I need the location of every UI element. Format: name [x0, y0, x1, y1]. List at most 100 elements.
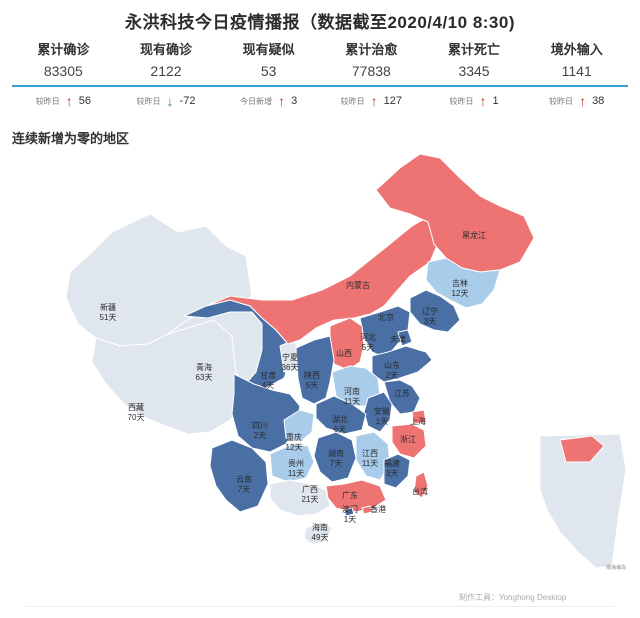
region-name-label: 广西	[302, 484, 318, 494]
change-deaths: 较昨日 ↑ 1	[423, 92, 526, 110]
map-region[interactable]	[413, 471, 429, 499]
change-value: 1	[492, 95, 499, 107]
change-current-confirmed: 较昨日 ↓ -72	[115, 92, 218, 110]
change-value: 56	[78, 95, 91, 107]
stat-label: 现有疑似	[242, 42, 295, 57]
footer-divider	[26, 606, 614, 607]
stat-value: 53	[260, 63, 277, 79]
region-name-label: 四川	[252, 421, 268, 430]
map-region[interactable]	[343, 507, 355, 517]
region-name-label: 贵州	[288, 458, 304, 468]
region-days-label: 11天	[344, 397, 360, 406]
region-name-label: 重庆	[286, 432, 302, 442]
south-china-sea-note: 南海诸岛	[606, 565, 627, 571]
map-region[interactable]	[411, 409, 427, 425]
region-name-label: 河北	[360, 332, 376, 342]
map-region[interactable]	[231, 373, 301, 453]
map-region[interactable]	[269, 443, 315, 483]
stat-label: 累计治愈	[345, 42, 398, 57]
change-label: 较昨日	[136, 96, 161, 106]
stat-cumulative-confirmed: 累计确诊 83305	[12, 40, 115, 86]
region-name-label: 吉林	[452, 278, 468, 288]
region-name-label: 新疆	[100, 302, 116, 312]
region-name-label: 辽宁	[422, 306, 438, 316]
stat-suspected: 现有疑似 53	[217, 40, 320, 86]
change-cured: 较昨日 ↑ 127	[320, 92, 423, 110]
region-name-label: 浙江	[400, 434, 416, 444]
change-label: 较昨日	[549, 96, 574, 106]
region-days-label: 3天	[386, 469, 398, 478]
stat-value: 2122	[150, 63, 182, 79]
changes-row: 较昨日 ↑ 56 较昨日 ↓ -72 今日新增 ↑ 3 较昨日 ↑ 127 较昨…	[12, 92, 628, 110]
region-days-label: 49天	[312, 533, 329, 542]
stat-value: 1141	[561, 63, 592, 79]
map-region[interactable]	[205, 215, 441, 345]
region-name-label: 北京	[378, 312, 394, 322]
change-value: 38	[592, 95, 605, 107]
map-region[interactable]	[303, 521, 333, 545]
footer-credit: 制作工具：Yonghong Desktop	[459, 593, 567, 602]
map-region[interactable]	[409, 289, 461, 333]
region-name-label: 山西	[336, 348, 352, 358]
region-name-label: 上海	[410, 416, 426, 426]
region-name-label: 青海	[196, 362, 212, 372]
stat-label: 累计确诊	[37, 42, 90, 57]
map-region[interactable]	[315, 395, 367, 435]
map-region[interactable]	[325, 479, 387, 513]
map-region[interactable]	[425, 257, 501, 309]
map-region[interactable]	[361, 505, 373, 515]
region-name-label: 福建	[384, 458, 400, 468]
stat-value: 83305	[43, 63, 83, 79]
region-days-label: 70天	[128, 413, 145, 422]
map-region[interactable]	[209, 439, 269, 513]
region-name-label: 澳门	[342, 504, 358, 514]
map-region[interactable]	[313, 431, 357, 483]
region-name-label: 湖南	[328, 448, 344, 458]
region-name-label: 宁夏	[282, 352, 298, 362]
map-region[interactable]	[375, 153, 535, 273]
arrow-up-icon: ↑	[278, 93, 286, 109]
region-days-label: 7天	[238, 485, 250, 494]
change-label: 今日新增	[240, 96, 273, 106]
region-days-label: 2天	[386, 371, 398, 380]
stats-divider	[12, 85, 628, 87]
page-title: 永洪科技今日疫情播报（数据截至2020/4/10 8:30)	[124, 13, 516, 32]
region-days-label: 12天	[286, 443, 303, 452]
map-region[interactable]	[269, 479, 331, 517]
region-name-label: 黑龙江	[462, 230, 486, 240]
stat-label: 境外输入	[550, 42, 603, 57]
region-name-label: 甘肃	[260, 370, 276, 380]
region-name-label: 台湾	[412, 486, 428, 496]
map-region[interactable]	[397, 329, 413, 347]
region-days-label: 2天	[254, 431, 266, 440]
change-cumulative-confirmed: 较昨日 ↑ 56	[12, 92, 115, 110]
region-days-label: 1天	[344, 515, 356, 524]
map-region[interactable]	[295, 335, 335, 405]
region-name-label: 天津	[390, 334, 406, 344]
region-name-label: 江西	[362, 449, 378, 458]
region-days-label: 12天	[452, 289, 469, 298]
stat-cured: 累计治愈 77838	[320, 40, 423, 86]
region-name-label: 陕西	[304, 370, 320, 380]
region-days-label: 11天	[288, 469, 304, 478]
arrow-up-icon: ↑	[370, 93, 378, 109]
region-name-label: 山东	[384, 360, 400, 370]
region-days-label: 5天	[306, 381, 318, 390]
map-region[interactable]	[383, 453, 411, 489]
map-region[interactable]	[391, 423, 427, 459]
change-suspected: 今日新增 ↑ 3	[217, 92, 320, 110]
arrow-down-icon: ↓	[166, 93, 174, 109]
region-name-label: 西藏	[128, 402, 144, 412]
region-name-label: 香港	[370, 504, 386, 514]
map-region[interactable]	[283, 409, 315, 443]
arrow-up-icon: ↑	[579, 93, 587, 109]
region-name-label: 广东	[342, 490, 358, 500]
map-region[interactable]	[329, 317, 365, 371]
stat-deaths: 累计死亡 3345	[423, 40, 526, 86]
change-imported: 较昨日 ↑ 38	[525, 92, 628, 110]
region-name-label: 河南	[344, 386, 360, 396]
region-name-label: 湖北	[332, 415, 348, 424]
stat-value: 77838	[351, 63, 391, 79]
region-days-label: 5天	[362, 343, 374, 352]
region-days-label: 7天	[330, 459, 342, 468]
